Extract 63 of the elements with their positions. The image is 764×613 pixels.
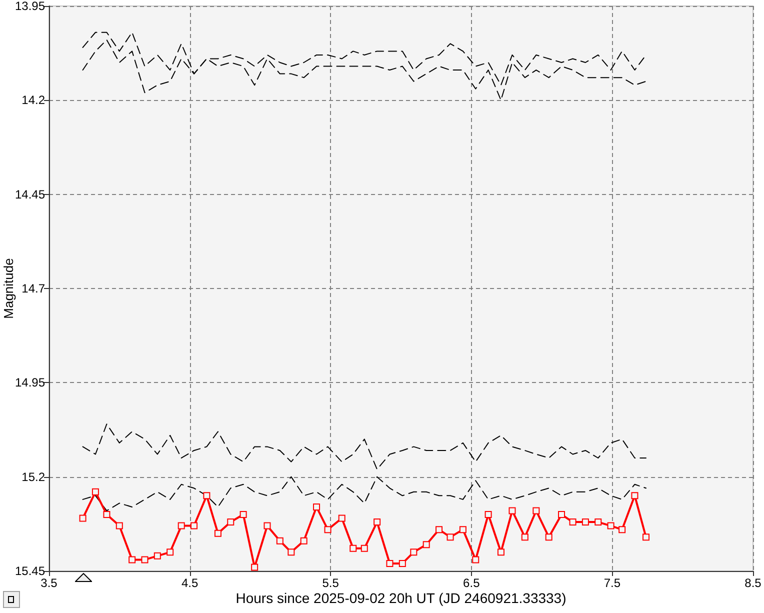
x-tick-label: 6.5	[463, 576, 480, 590]
point	[532, 507, 540, 514]
point	[214, 530, 222, 537]
point	[508, 507, 516, 514]
point	[558, 511, 566, 518]
point	[116, 522, 123, 530]
y-tick-label: 14.45	[14, 187, 46, 202]
point	[92, 488, 99, 496]
point	[569, 518, 576, 526]
point	[386, 560, 394, 567]
point	[398, 560, 406, 567]
point	[240, 511, 247, 518]
point	[618, 526, 626, 534]
x-axis-title: Hours since 2025-09-02 20h UT (JD 2460921.33333)	[236, 590, 566, 606]
point	[446, 534, 454, 541]
point	[472, 556, 480, 564]
x-tick-label: 7.5	[604, 576, 621, 590]
point	[178, 522, 185, 530]
point	[422, 541, 430, 548]
y-tick-label: 15.2	[22, 470, 46, 484]
point	[410, 548, 418, 556]
y-tick-label: 13.95	[14, 0, 46, 13]
y-tick-label: 14.95	[14, 376, 46, 390]
point	[190, 522, 198, 530]
point	[374, 518, 381, 526]
point	[582, 518, 589, 526]
point	[436, 526, 443, 534]
y-axis-title: Magnitude	[1, 258, 16, 319]
point	[251, 564, 258, 571]
point	[545, 534, 552, 541]
point	[360, 544, 368, 552]
x-tick-label: 5.5	[322, 576, 340, 590]
point	[166, 548, 174, 556]
point	[324, 526, 332, 534]
point	[141, 556, 148, 564]
point	[276, 537, 284, 544]
point	[459, 526, 466, 534]
y-tick-label: 14.2	[22, 93, 46, 108]
point	[642, 534, 650, 541]
point	[594, 518, 602, 526]
line-series	[82, 424, 646, 470]
point	[350, 544, 357, 552]
x-tick-label: 3.5	[40, 576, 58, 590]
point	[607, 522, 614, 530]
y-tick-label: 14.7	[22, 282, 46, 296]
point	[203, 492, 210, 500]
point	[631, 492, 638, 500]
point	[300, 537, 308, 544]
x-tick-label: 8.5	[744, 576, 762, 590]
point	[227, 518, 234, 526]
point	[154, 552, 161, 560]
point	[497, 548, 504, 556]
point	[264, 522, 271, 530]
point	[288, 548, 295, 556]
y-tick-label: 15.45	[14, 564, 46, 578]
point	[79, 514, 86, 522]
point	[313, 503, 320, 510]
x-tick-label: 4.5	[181, 576, 198, 590]
point	[521, 534, 528, 541]
point	[338, 514, 346, 522]
point	[484, 511, 492, 518]
point	[128, 556, 136, 564]
point	[103, 511, 110, 518]
